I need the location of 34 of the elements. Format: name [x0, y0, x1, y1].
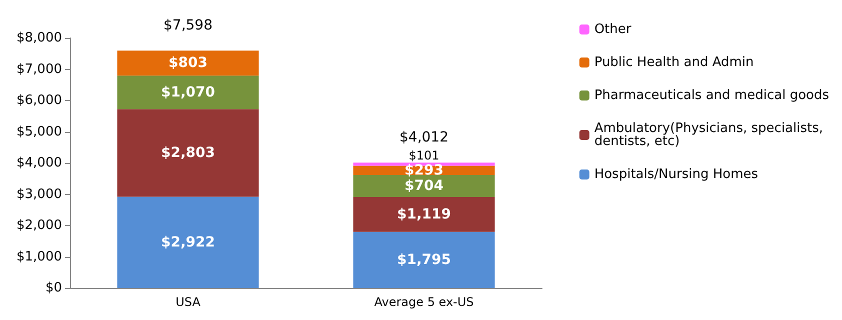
y-tick-label: $0 — [45, 280, 62, 296]
bar — [117, 50, 259, 76]
legend-label: Pharmaceuticals and medical goods — [594, 88, 830, 103]
legend-label: Public Health and Admin — [594, 55, 754, 70]
data-label: $704 — [404, 178, 444, 194]
data-label: $293 — [404, 162, 444, 178]
y-tick-label: $4,000 — [16, 156, 62, 170]
y-tick-label: $2,000 — [16, 218, 62, 233]
total-label: $4,012 — [400, 130, 448, 146]
data-label: $2,922 — [160, 234, 216, 250]
x-tick-label: Average 5 ex-US — [374, 295, 474, 309]
bar — [117, 196, 259, 288]
bar — [117, 109, 259, 197]
y-tick-label: $6,000 — [16, 93, 62, 108]
x-tick-label: USA — [176, 295, 202, 309]
legend-label: Hospitals/Nursing Homes — [594, 167, 758, 182]
data-label: $803 — [168, 55, 208, 72]
bar — [117, 76, 259, 110]
y-tick-label: $1,000 — [16, 249, 62, 264]
bar — [353, 232, 495, 288]
data-label: $1,119 — [396, 206, 452, 222]
data-label: $1,795 — [396, 252, 452, 268]
y-tick-label: $3,000 — [16, 186, 62, 202]
data-label: $2,803 — [160, 144, 216, 161]
legend-label: Ambulatory(Physicians, specialists, dentists, etc) — [594, 121, 828, 149]
y-tick-label: $8,000 — [16, 30, 62, 46]
data-label: $101 — [408, 148, 440, 163]
data-label: $1,070 — [160, 84, 216, 100]
bar — [353, 196, 495, 232]
y-tick-label: $5,000 — [16, 124, 62, 140]
bar — [353, 174, 495, 197]
y-tick-label: $7,000 — [16, 62, 62, 77]
total-label: $7,598 — [164, 18, 212, 34]
legend-label: Other — [594, 22, 632, 37]
